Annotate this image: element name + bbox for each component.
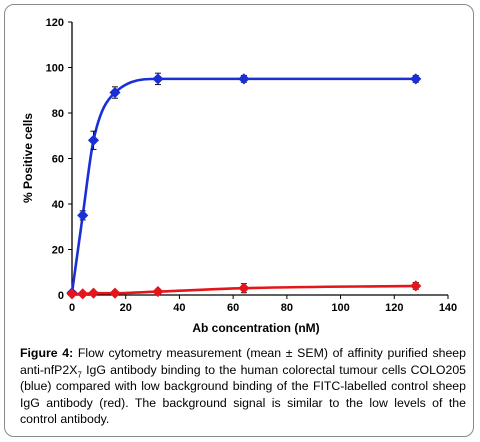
x-tick-label: 120 (385, 302, 403, 314)
data-point (238, 282, 250, 294)
data-point (77, 209, 89, 221)
caption-subscript: 7 (77, 369, 82, 379)
figure-caption: Figure 4: Flow cytometry measurement (me… (20, 345, 466, 428)
caption-label: Figure 4: (20, 346, 74, 360)
dose-response-chart: 0 20 40 60 80 100 120 0 20 40 60 80 100 120 140 Ab con… (21, 17, 458, 335)
x-tick-label: 100 (331, 302, 349, 314)
x-tick-label: 40 (173, 302, 185, 314)
data-point (410, 280, 422, 292)
x-tick-label: 20 (120, 302, 132, 314)
data-point (152, 286, 164, 298)
data-point (87, 287, 100, 299)
x-tick-label: 80 (281, 302, 293, 314)
data-point (410, 73, 422, 85)
y-tick-label: 40 (52, 199, 64, 211)
caption-text-part2: IgG antibody binding to the human colore… (20, 362, 466, 427)
y-tick-label: 0 (58, 290, 64, 302)
x-axis-label: Ab concentration (nM) (192, 321, 319, 335)
y-axis-label: % Positive cells (21, 113, 35, 203)
y-tick-label: 20 (52, 245, 64, 257)
data-point (77, 288, 89, 300)
chart-series (66, 72, 422, 300)
series-2 (66, 280, 422, 300)
x-tick-label: 0 (69, 302, 75, 314)
series-line (70, 77, 416, 293)
caption-text-part1: Flow cytometry measurement (mean ± SEM) … (20, 346, 466, 377)
data-point (109, 287, 121, 299)
y-tick-label: 120 (46, 17, 64, 29)
chart-axes: 0 20 40 60 80 100 120 0 20 40 60 80 100 120 140 (46, 17, 458, 314)
data-point (66, 288, 78, 300)
data-point (109, 86, 121, 99)
series-1 (66, 72, 422, 299)
y-tick-label: 80 (52, 108, 64, 120)
y-tick-label: 100 (46, 63, 64, 75)
x-tick-label: 140 (439, 302, 457, 314)
x-tick-label: 60 (227, 302, 239, 314)
y-tick-label: 60 (52, 154, 64, 166)
data-point (152, 73, 164, 85)
data-point (238, 73, 250, 85)
data-point (87, 134, 100, 146)
